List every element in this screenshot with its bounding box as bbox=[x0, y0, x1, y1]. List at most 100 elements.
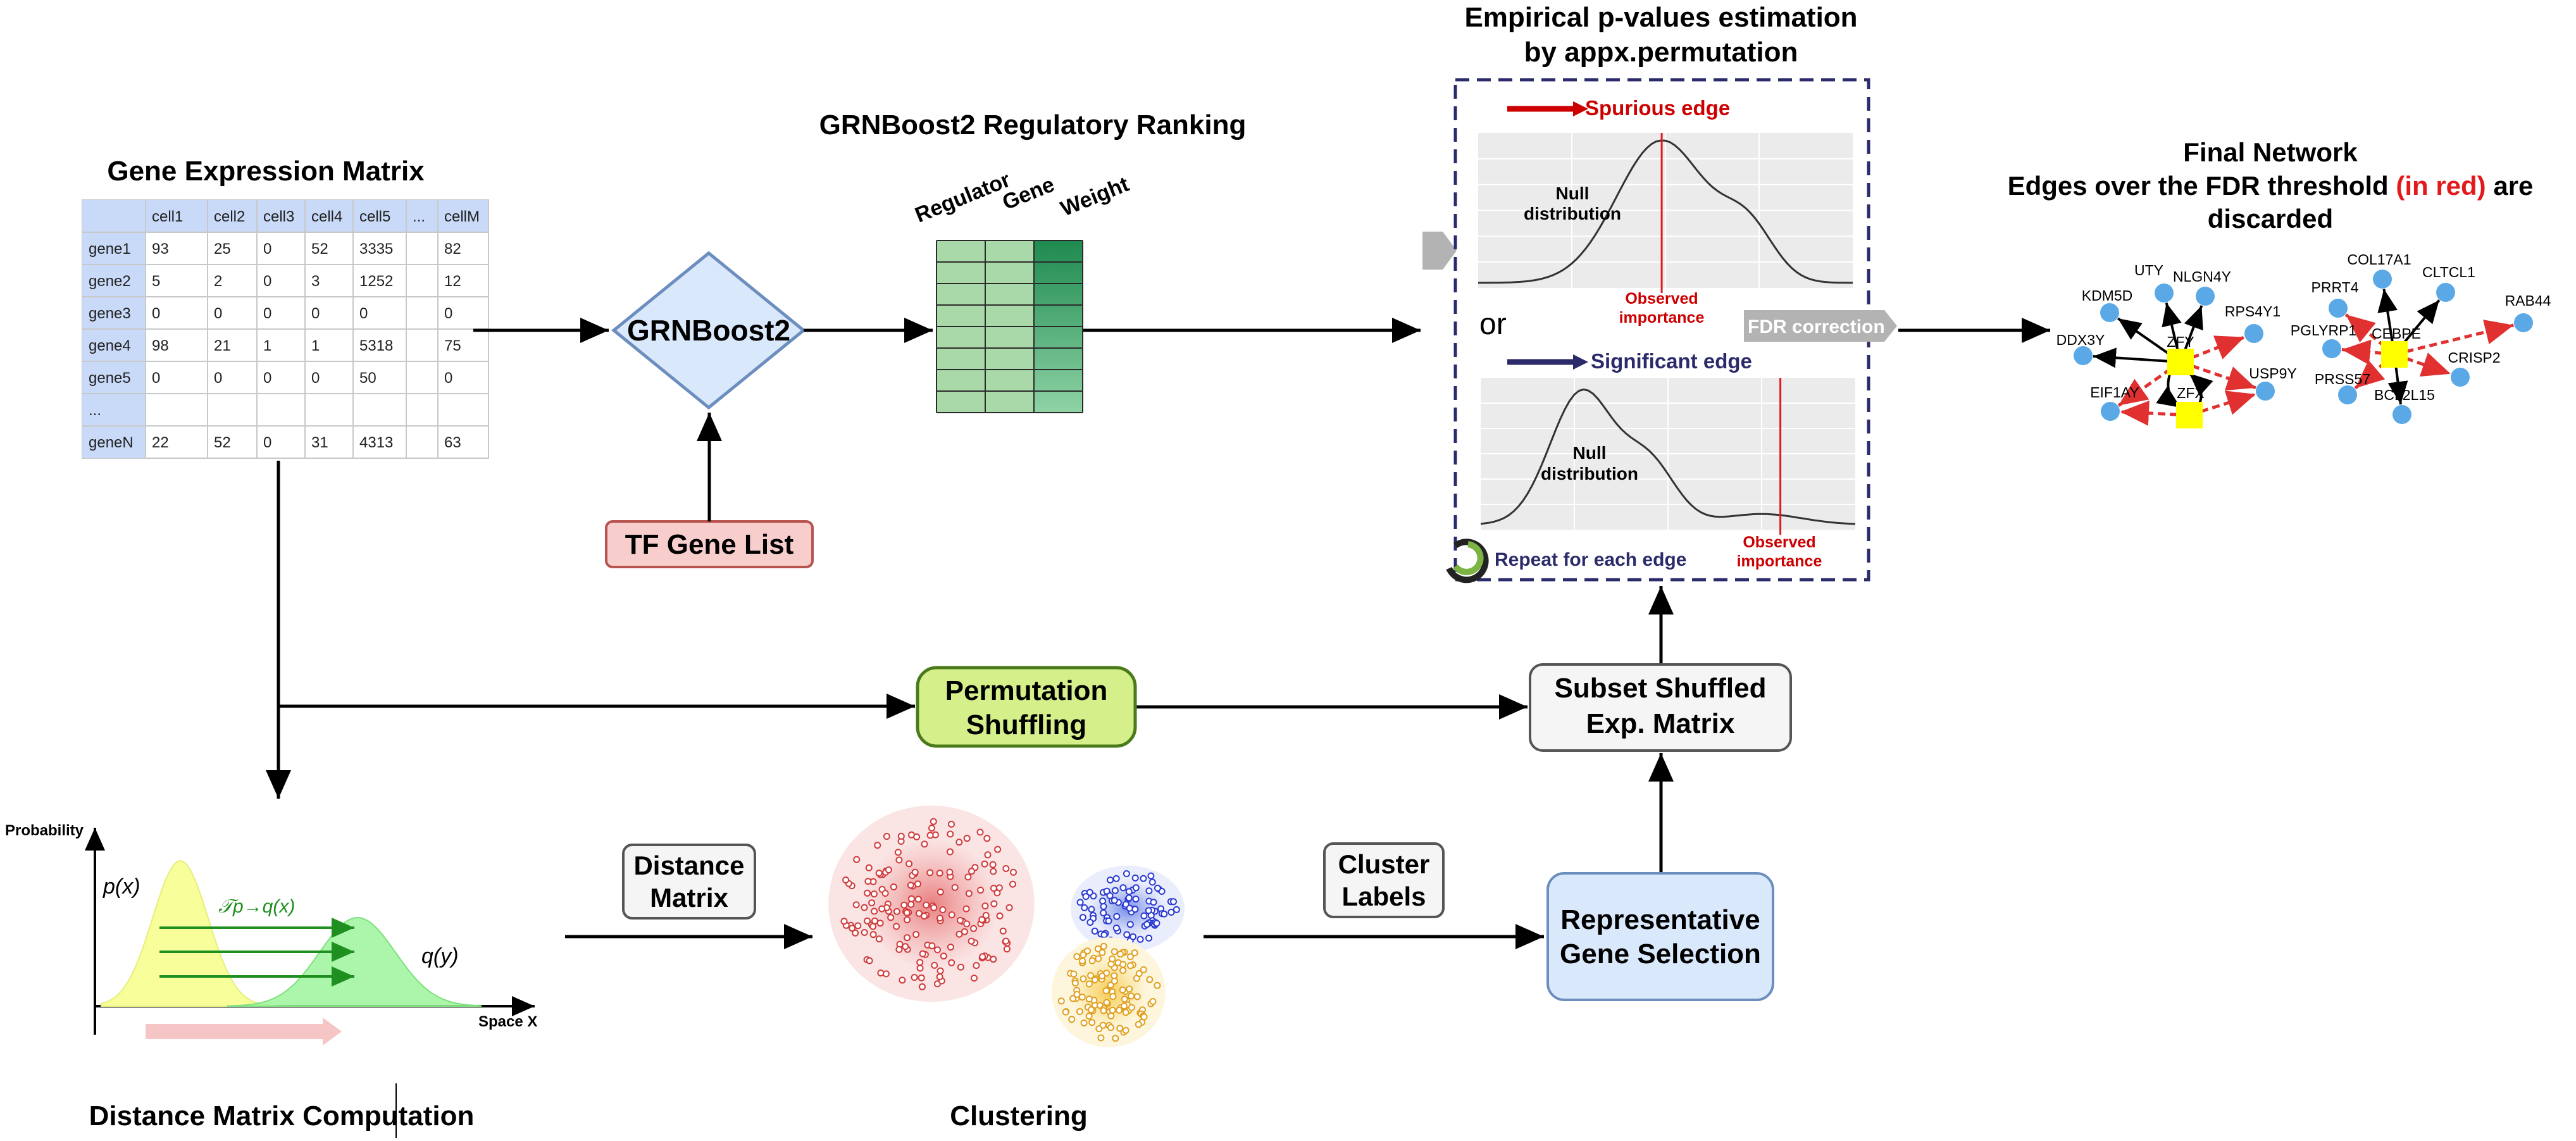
red-cluster-point bbox=[912, 931, 920, 938]
gene-label: PRSS57 bbox=[2315, 371, 2370, 387]
blue-cluster-point bbox=[1170, 898, 1177, 906]
fdr-correction-arrow bbox=[1744, 310, 1897, 342]
red-cluster-point bbox=[940, 952, 947, 960]
gene-node-ddx3y bbox=[2074, 346, 2093, 365]
grnboost2-diamond bbox=[611, 251, 806, 410]
final-network-graph: UTY NLGN4Y KDM5D RPS4Y1 DDX3Y USP9Y EIF1AY COL1… bbox=[2056, 251, 2551, 428]
yellow-cluster-point bbox=[1107, 1024, 1114, 1032]
gene-matrix-title: Gene Expression Matrix bbox=[107, 156, 425, 187]
red-cluster-point bbox=[916, 959, 924, 966]
matrix-row-label: ... bbox=[89, 402, 101, 419]
yellow-cluster-point bbox=[1078, 994, 1086, 1001]
significant-observed-line1: Observed bbox=[1743, 533, 1815, 551]
yellow-cluster-point bbox=[1111, 948, 1118, 956]
matrix-column-header: ... bbox=[413, 208, 425, 225]
representative-label-line1: Representative bbox=[1560, 904, 1760, 935]
blue-cluster-point bbox=[1105, 917, 1112, 925]
blue-cluster-point bbox=[1160, 910, 1168, 918]
gene-node-prrt4 bbox=[2329, 299, 2348, 318]
matrix-cell: 0 bbox=[214, 370, 222, 387]
hub-label: ZFY bbox=[2167, 334, 2194, 350]
yellow-cluster-point bbox=[1100, 1007, 1107, 1014]
cluster-labels-line2: Labels bbox=[1341, 882, 1426, 911]
blue-cluster-point bbox=[1106, 892, 1114, 899]
red-cluster-point bbox=[926, 869, 934, 876]
blue-cluster-point bbox=[1113, 913, 1121, 920]
yellow-cluster-point bbox=[1062, 1008, 1069, 1016]
yellow-cluster-point bbox=[1122, 1026, 1129, 1034]
red-cluster-point bbox=[874, 842, 881, 849]
red-cluster-point bbox=[1009, 880, 1016, 888]
representative-label-line2: Gene Selection bbox=[1560, 938, 1761, 970]
network-edge bbox=[2394, 352, 2451, 377]
red-cluster-point bbox=[1003, 945, 1011, 953]
matrix-cell: 22 bbox=[152, 434, 169, 451]
red-cluster-point bbox=[907, 882, 914, 889]
red-cluster-point bbox=[968, 868, 975, 875]
red-cluster-point bbox=[881, 890, 889, 897]
gene-label: NLGN4Y bbox=[2173, 268, 2231, 285]
spurious-observed-line1: Observed bbox=[1625, 290, 1698, 308]
red-cluster-point bbox=[878, 905, 886, 913]
red-cluster-point bbox=[876, 920, 884, 927]
gene-label: RPS4Y1 bbox=[2225, 303, 2280, 320]
red-cluster-point bbox=[904, 916, 911, 923]
final-network-title-red: (in red) bbox=[2396, 171, 2486, 201]
red-cluster-point bbox=[955, 839, 963, 846]
yellow-cluster-point bbox=[1100, 942, 1107, 950]
yellow-cluster-point bbox=[1133, 975, 1140, 982]
red-cluster-point bbox=[971, 975, 978, 982]
yellow-cluster-point bbox=[1109, 955, 1116, 963]
ranking-column-header: Weight bbox=[1057, 172, 1133, 221]
matrix-cell: 12 bbox=[444, 273, 461, 290]
red-cluster-point bbox=[994, 845, 1002, 853]
matrix-cell: 0 bbox=[263, 240, 271, 258]
q-label: q(y) bbox=[421, 944, 459, 968]
spurious-null-curve bbox=[1478, 139, 1853, 284]
distance-matrix-box bbox=[622, 844, 756, 920]
matrix-column-header: cell1 bbox=[152, 208, 183, 225]
gene-node-col17a1 bbox=[2373, 270, 2392, 289]
network-edge bbox=[2394, 320, 2515, 356]
final-network-title-prefix: Edges over the FDR threshold bbox=[2008, 171, 2396, 201]
blue-cluster-point bbox=[1136, 935, 1144, 943]
yellow-cluster-point bbox=[1119, 967, 1127, 974]
shift-arrow bbox=[146, 1018, 342, 1045]
red-cluster-point bbox=[919, 950, 926, 957]
blue-cluster-point bbox=[1091, 927, 1098, 935]
yellow-cluster-point bbox=[1070, 970, 1078, 978]
repeat-label: Repeat for each edge bbox=[1495, 549, 1686, 570]
matrix-header-row bbox=[82, 200, 488, 232]
red-cluster-point bbox=[918, 974, 925, 982]
red-cluster-point bbox=[982, 912, 990, 919]
ranking-title: GRNBoost2 Regulatory Ranking bbox=[819, 109, 1247, 140]
yellow-cluster-point bbox=[1103, 999, 1111, 1006]
red-cluster-point bbox=[1005, 904, 1013, 911]
red-cluster-point bbox=[864, 878, 872, 885]
flow-arrows bbox=[266, 318, 2050, 949]
yellow-cluster-point bbox=[1109, 1006, 1116, 1014]
matrix-cell: 0 bbox=[263, 434, 271, 451]
red-cluster-point bbox=[936, 967, 944, 975]
yellow-cluster-point bbox=[1084, 947, 1091, 955]
red-cluster-point bbox=[866, 957, 873, 964]
yellow-cluster-point bbox=[1091, 976, 1098, 983]
yellow-cluster-point bbox=[1127, 953, 1134, 961]
red-cluster-point bbox=[947, 830, 954, 838]
red-cluster-point bbox=[853, 856, 861, 863]
matrix-column-header: cell3 bbox=[263, 208, 294, 225]
blue-cluster-point bbox=[1132, 895, 1140, 903]
matrix-cell: 1252 bbox=[359, 273, 393, 290]
matrix-cell: 0 bbox=[444, 305, 452, 322]
yellow-cluster-point bbox=[1140, 966, 1147, 973]
matrix-cell: 0 bbox=[444, 370, 452, 387]
gene-node-nlgn4y bbox=[2196, 287, 2215, 306]
blue-cluster-point bbox=[1088, 906, 1095, 913]
yellow-cluster-point bbox=[1116, 1006, 1123, 1014]
red-cluster-point bbox=[908, 895, 915, 902]
red-cluster-point bbox=[948, 820, 955, 828]
red-cluster-point bbox=[934, 946, 941, 954]
matrix-row-label: gene3 bbox=[89, 305, 131, 322]
distance-computation-caption: Distance Matrix Computation bbox=[89, 1100, 475, 1132]
